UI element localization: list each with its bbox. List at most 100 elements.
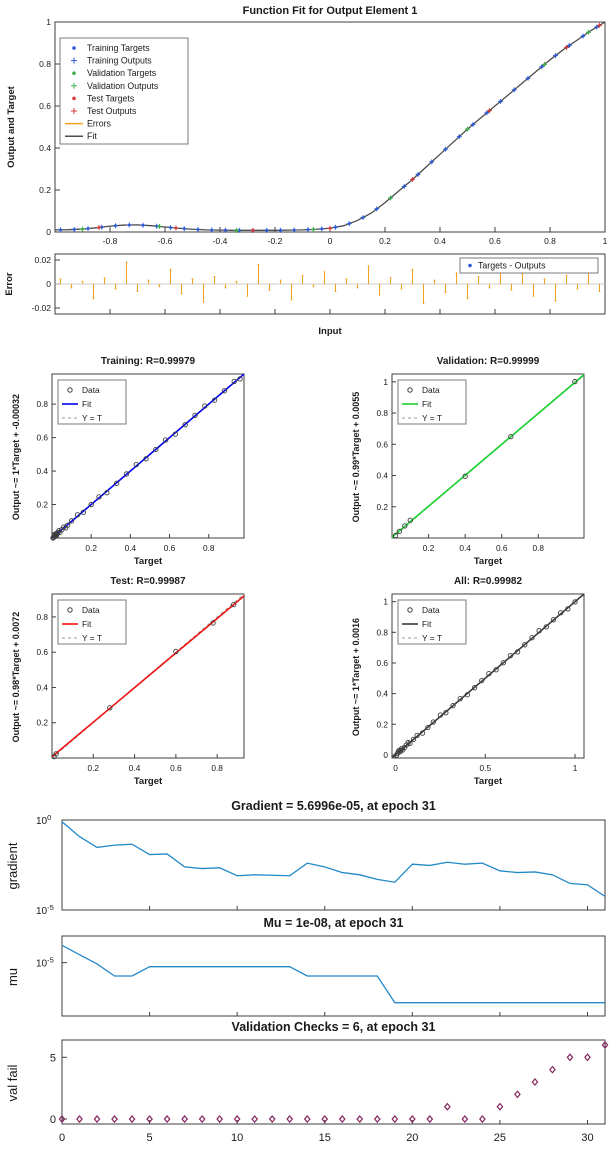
regression-all-ylabel: Output ~= 1*Target + 0.0016 [351, 617, 361, 737]
svg-text:0.6: 0.6 [489, 236, 501, 246]
svg-text:0.2: 0.2 [39, 185, 51, 195]
svg-text:Fit: Fit [87, 131, 97, 141]
svg-text:Test Outputs: Test Outputs [87, 106, 137, 116]
svg-text:Y = T: Y = T [82, 413, 102, 423]
svg-text:0.2: 0.2 [423, 543, 435, 553]
regression-all-plot: 0 0.5 1 0 0.2 0.4 0.6 0.8 1 Data Fit Y = T [376, 593, 585, 773]
svg-text:10-5: 10-5 [36, 956, 54, 970]
svg-text:0.2: 0.2 [36, 718, 48, 728]
regression-test-ylabel: Output ~= 0.98*Target + 0.0072 [11, 611, 21, 743]
svg-text:Validation Targets: Validation Targets [87, 68, 157, 78]
svg-text:Y = T: Y = T [422, 413, 442, 423]
svg-text:Training Outputs: Training Outputs [87, 56, 152, 66]
svg-text:Data: Data [422, 385, 440, 395]
svg-text:Validation Outputs: Validation Outputs [87, 81, 159, 91]
svg-text:Data: Data [82, 385, 100, 395]
svg-text:-0.02: -0.02 [32, 303, 52, 313]
svg-text:0.4: 0.4 [39, 143, 51, 153]
svg-text:0.5: 0.5 [480, 763, 492, 773]
regression-test-plot: 0.2 0.4 0.6 0.8 0.2 0.4 0.6 0.8 Data Fit Y = T [36, 593, 245, 773]
regression-training-ylabel: Output ~= 1*Target + -0.00032 [11, 393, 21, 521]
svg-text:0.6: 0.6 [376, 658, 388, 668]
svg-text:Fit: Fit [422, 399, 432, 409]
svg-text:-0.2: -0.2 [268, 236, 283, 246]
svg-text:Data: Data [82, 605, 100, 615]
regression-validation-title: Validation: R=0.99999 [436, 356, 540, 367]
val-fail-plot: 0 5 10 15 20 25 30 0 5 [50, 1039, 609, 1144]
svg-text:1: 1 [46, 17, 51, 27]
svg-text:0: 0 [383, 750, 388, 760]
svg-text:0.8: 0.8 [544, 236, 556, 246]
svg-text:1: 1 [383, 377, 388, 387]
svg-text:0.02: 0.02 [34, 255, 51, 265]
svg-text:5: 5 [50, 1052, 56, 1064]
regression-all-title: All: R=0.99982 [453, 576, 523, 587]
svg-text:0: 0 [50, 1114, 56, 1126]
regression-validation-plot: 0.2 0.4 0.6 0.8 0.2 0.4 0.6 0.8 1 Data Fit Y = T [376, 373, 585, 553]
svg-text:0: 0 [393, 763, 398, 773]
svg-text:-0.4: -0.4 [213, 236, 228, 246]
svg-text:0.2: 0.2 [88, 763, 100, 773]
gradient-ylabel: gradient [5, 842, 20, 890]
svg-text:0.6: 0.6 [39, 101, 51, 111]
svg-text:0.8: 0.8 [533, 543, 545, 553]
svg-text:0.2: 0.2 [85, 543, 97, 553]
svg-text:0.2: 0.2 [376, 719, 388, 729]
svg-text:0: 0 [46, 227, 51, 237]
svg-text:0.8: 0.8 [36, 399, 48, 409]
svg-text:0.8: 0.8 [39, 59, 51, 69]
regression-test-xlabel: Target [133, 776, 163, 787]
svg-text:15: 15 [319, 1132, 331, 1144]
svg-text:0.4: 0.4 [36, 682, 48, 692]
svg-text:0.2: 0.2 [36, 500, 48, 510]
mu-plot: 10-5 [36, 935, 606, 1017]
svg-text:1: 1 [573, 763, 578, 773]
svg-text:5: 5 [147, 1132, 153, 1144]
svg-text:0.8: 0.8 [376, 627, 388, 637]
svg-text:0.4: 0.4 [125, 543, 137, 553]
svg-text:0.2: 0.2 [379, 236, 391, 246]
svg-text:0: 0 [46, 279, 51, 289]
svg-text:0.2: 0.2 [376, 502, 388, 512]
mu-title: Mu = 1e-08, at epoch 31 [263, 916, 404, 930]
svg-text:-0.6: -0.6 [158, 236, 173, 246]
svg-text:Test Targets: Test Targets [87, 93, 135, 103]
svg-text:0.6: 0.6 [496, 543, 508, 553]
function-fit-plot: -0.8 -0.6 -0.4 -0.2 0 0.2 0.4 0.6 0.8 1 0 0.2 0.4 0.6… [39, 17, 608, 246]
svg-text:0.8: 0.8 [36, 612, 48, 622]
regression-training-xlabel: Target [133, 556, 163, 567]
svg-text:10: 10 [231, 1132, 243, 1144]
svg-text:25: 25 [494, 1132, 506, 1144]
svg-text:Y = T: Y = T [422, 633, 442, 643]
svg-text:0.8: 0.8 [376, 408, 388, 418]
svg-text:Data: Data [422, 605, 440, 615]
svg-text:100: 100 [36, 813, 51, 827]
function-fit-title: Function Fit for Output Element 1 [242, 5, 418, 17]
svg-text:0.6: 0.6 [170, 763, 182, 773]
svg-text:0.4: 0.4 [434, 236, 446, 246]
svg-text:0.8: 0.8 [203, 543, 215, 553]
svg-text:0.6: 0.6 [164, 543, 176, 553]
val-fail-title: Validation Checks = 6, at epoch 31 [231, 1020, 436, 1034]
svg-text:Fit: Fit [82, 399, 92, 409]
svg-text:0.6: 0.6 [36, 433, 48, 443]
svg-text:0.4: 0.4 [459, 543, 471, 553]
svg-text:Targets - Outputs: Targets - Outputs [478, 261, 546, 271]
gradient-title: Gradient = 5.6996e-05, at epoch 31 [231, 799, 436, 813]
function-fit-ylabel: Output and Target [6, 86, 17, 168]
svg-text:0.4: 0.4 [376, 689, 388, 699]
regression-test-title: Test: R=0.99987 [110, 576, 186, 587]
svg-text:Fit: Fit [82, 619, 92, 629]
error-plot: 0.02 0 -0.02 Targets - Outputs [32, 253, 606, 315]
svg-text:0: 0 [59, 1132, 65, 1144]
svg-text:0.6: 0.6 [376, 439, 388, 449]
svg-text:0.4: 0.4 [129, 763, 141, 773]
svg-text:0.4: 0.4 [36, 466, 48, 476]
svg-text:Fit: Fit [422, 619, 432, 629]
svg-text:0.4: 0.4 [376, 471, 388, 481]
regression-validation-xlabel: Target [473, 556, 503, 567]
svg-text:1: 1 [603, 236, 608, 246]
svg-text:0: 0 [328, 236, 333, 246]
regression-validation-ylabel: Output ~= 0.99*Target + 0.0055 [351, 391, 361, 523]
